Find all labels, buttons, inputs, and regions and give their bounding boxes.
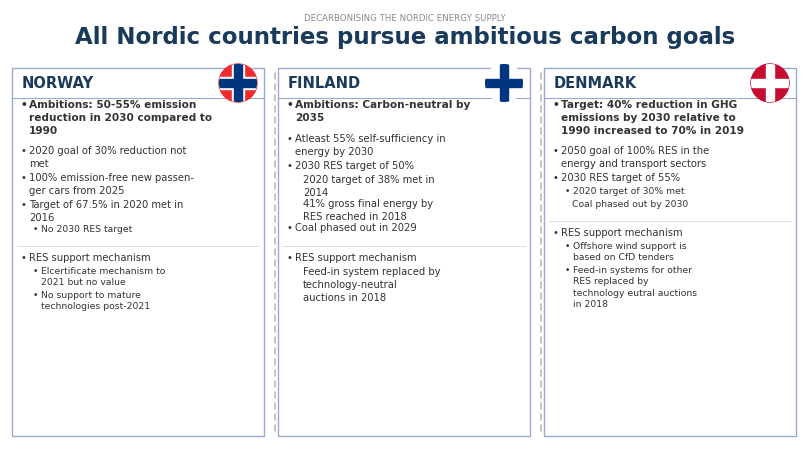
Text: Ambitions: 50-55% emission
reduction in 2030 compared to
1990: Ambitions: 50-55% emission reduction in … [29, 100, 212, 136]
Bar [766, 64, 774, 102]
FancyBboxPatch shape [544, 68, 796, 436]
Bar [485, 79, 523, 87]
Bar [219, 79, 257, 87]
Text: •: • [287, 161, 293, 171]
FancyBboxPatch shape [278, 68, 530, 436]
Text: Atleast 55% self-sufficiency in
energy by 2030: Atleast 55% self-sufficiency in energy b… [295, 134, 446, 157]
Text: •: • [21, 173, 27, 183]
Text: Elcertificate mechanism to
2021 but no value: Elcertificate mechanism to 2021 but no v… [41, 267, 165, 288]
Text: •: • [553, 146, 559, 156]
Text: 41% gross final energy by
RES reached in 2018: 41% gross final energy by RES reached in… [303, 199, 433, 222]
Text: Target: 40% reduction in GHG
emissions by 2030 relative to
1990 increased to 70%: Target: 40% reduction in GHG emissions b… [561, 100, 744, 136]
Text: •: • [33, 291, 38, 300]
Text: Coal phased out in 2029: Coal phased out in 2029 [295, 223, 417, 233]
Text: Feed-in systems for other
RES replaced by
technology eutral auctions
in 2018: Feed-in systems for other RES replaced b… [573, 266, 697, 309]
Bar [500, 64, 508, 102]
Text: Coal phased out by 2030: Coal phased out by 2030 [572, 200, 688, 209]
Text: •: • [21, 253, 27, 263]
Text: 2050 goal of 100% RES in the
energy and transport sectors: 2050 goal of 100% RES in the energy and … [561, 146, 710, 169]
Text: All Nordic countries pursue ambitious carbon goals: All Nordic countries pursue ambitious ca… [75, 26, 735, 49]
Text: •: • [553, 100, 560, 110]
Bar [234, 64, 242, 102]
Text: •: • [287, 134, 293, 144]
Text: •: • [287, 223, 293, 233]
Text: RES support mechanism: RES support mechanism [29, 253, 151, 263]
Text: Offshore wind support is
based on CfD tenders: Offshore wind support is based on CfD te… [573, 242, 687, 263]
Text: Ambitions: Carbon-neutral by
2035: Ambitions: Carbon-neutral by 2035 [295, 100, 471, 123]
Text: Feed-in system replaced by
technology-neutral
auctions in 2018: Feed-in system replaced by technology-ne… [303, 267, 441, 303]
Text: •: • [21, 200, 27, 210]
Circle shape [219, 64, 257, 102]
Text: FINLAND: FINLAND [288, 76, 361, 91]
Text: 2020 target of 30% met: 2020 target of 30% met [573, 187, 684, 196]
Text: NORWAY: NORWAY [22, 76, 94, 91]
Text: 100% emission-free new passen-
ger cars from 2025: 100% emission-free new passen- ger cars … [29, 173, 194, 196]
Text: 2020 target of 38% met in
2014: 2020 target of 38% met in 2014 [303, 175, 435, 198]
Text: No 2030 RES target: No 2030 RES target [41, 225, 132, 234]
Text: RES support mechanism: RES support mechanism [295, 253, 416, 263]
Text: No support to mature
technologies post-2021: No support to mature technologies post-2… [41, 291, 150, 312]
Text: 2030 RES target of 50%: 2030 RES target of 50% [295, 161, 414, 171]
Text: •: • [565, 242, 570, 251]
Circle shape [751, 64, 789, 102]
Circle shape [485, 64, 523, 102]
Bar [751, 79, 789, 87]
Text: •: • [565, 187, 570, 196]
Text: •: • [33, 225, 38, 234]
Text: 2030 RES target of 55%: 2030 RES target of 55% [561, 173, 680, 183]
Text: •: • [287, 253, 293, 263]
Bar [219, 77, 257, 89]
Text: •: • [21, 100, 28, 110]
FancyBboxPatch shape [12, 68, 264, 436]
Text: •: • [21, 146, 27, 156]
Text: •: • [33, 267, 38, 276]
Text: •: • [287, 100, 294, 110]
Text: DECARBONISING THE NORDIC ENERGY SUPPLY: DECARBONISING THE NORDIC ENERGY SUPPLY [305, 14, 505, 23]
Text: •: • [553, 228, 559, 238]
Text: •: • [553, 173, 559, 183]
Text: DENMARK: DENMARK [554, 76, 637, 91]
Bar [232, 64, 245, 102]
Text: RES support mechanism: RES support mechanism [561, 228, 683, 238]
Text: •: • [565, 266, 570, 275]
Text: 2020 goal of 30% reduction not
met: 2020 goal of 30% reduction not met [29, 146, 186, 169]
Text: Target of 67.5% in 2020 met in
2016: Target of 67.5% in 2020 met in 2016 [29, 200, 183, 223]
